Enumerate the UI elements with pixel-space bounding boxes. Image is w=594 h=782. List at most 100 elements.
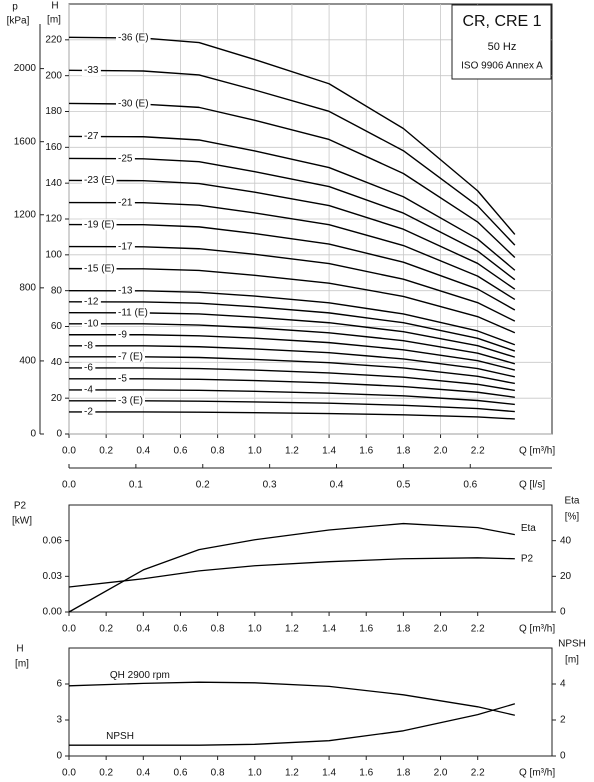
x-tick-label: 2.2 [471,768,485,779]
y-tick-label: 0.06 [43,535,63,546]
y2-tick-label: 2000 [14,63,37,74]
y2-axis-label: NPSH [558,639,586,650]
series-line [68,301,516,352]
y-axis-unit: [m] [15,659,29,670]
series-label: -11 (E) [118,307,148,318]
x2-axis-label: Q [l/s] [519,480,545,491]
x-tick-label: 1.0 [248,446,262,457]
x-tick-label: 1.4 [322,768,336,779]
x-tick-label: 0.0 [62,624,76,635]
y2-tick-label: 4 [560,679,566,690]
x2-tick-label: 0.1 [129,480,143,491]
series-label: -33 [84,65,99,76]
y-axis-unit: [kW] [12,516,32,527]
x-tick-label: 1.6 [359,446,373,457]
x-tick-label: 2.2 [471,624,485,635]
y-axis-label: H [16,644,23,655]
series-label: -23 (E) [84,175,115,186]
series-line [69,323,516,365]
label-background [116,98,151,110]
series-line [68,223,516,311]
y-tick-label: 220 [45,34,62,45]
y2-tick-label: 1200 [14,209,37,220]
series-label: -3 (E) [118,395,143,406]
series-line [68,135,516,271]
label-background [82,296,101,308]
series-label: -25 [118,153,133,164]
series-line [69,334,516,371]
label-background [116,241,135,253]
label-background [82,175,117,187]
y2-tick-label: 40 [560,535,572,546]
series-label: -9 [118,329,127,340]
y-tick-label: 6 [56,679,62,690]
series-label-group: -9 [116,329,130,341]
y-tick-label: 60 [51,321,63,332]
series-label: -15 (E) [84,263,115,274]
x-tick-label: 2.0 [434,446,448,457]
series-label: Eta [521,523,536,534]
plot-area [68,504,553,613]
series-label: -8 [84,340,93,351]
series-line [69,356,515,385]
x-tick-label: 1.4 [322,446,336,457]
y-tick-label: 160 [45,142,62,153]
series-label-group: -10 [82,318,101,330]
y-tick-label: 20 [51,393,63,404]
x-tick-label: 1.2 [285,768,299,779]
series-label-group: -23 (E) [82,175,117,187]
y2-axis-label: p [12,2,18,13]
series-line [69,400,515,413]
series-label-group: -12 [82,296,101,308]
x2-tick-label: 0.0 [62,480,76,491]
label-background [82,65,101,77]
series-label: -36 (E) [118,33,149,44]
series-line [68,267,516,334]
series-label-group: -6 [82,362,96,374]
x-axis-label: Q [m³/h] [519,624,555,635]
series-label-group: -27 [82,131,101,143]
series-label-group: -7 (E) [116,351,145,363]
y-tick-label: 40 [51,357,63,368]
label-background [116,307,150,319]
series-label-group: -19 (E) [82,219,117,231]
x-tick-label: 1.8 [396,624,410,635]
x-tick-label: 0.4 [136,446,150,457]
series-line [69,411,515,420]
x-tick-label: 0.0 [62,768,76,779]
series-line [68,312,516,358]
x-tick-label: 0.6 [174,446,188,457]
label-background [82,362,96,374]
series-line [68,102,516,259]
label-background [116,351,145,363]
series-line [69,703,516,746]
chart-title: CR, CRE 1 [462,13,541,30]
series-label: -5 [118,373,127,384]
x-tick-label: 2.2 [471,446,485,457]
label-background [82,340,96,352]
y-tick-label: 120 [45,214,62,225]
x-tick-label: 1.8 [396,768,410,779]
label-background [116,329,130,341]
series-label: -21 [118,197,133,208]
x2-tick-label: 0.2 [196,480,210,491]
label-background [82,131,101,143]
x-tick-label: 2.0 [434,768,448,779]
series-line [69,367,515,392]
label-background [82,219,117,231]
label-background [82,384,96,396]
label-background [82,263,117,275]
x-tick-label: 0.4 [136,768,150,779]
y-tick-label: 0.03 [43,571,63,582]
x-tick-label: 0.2 [99,446,113,457]
y-tick-label: 80 [51,285,63,296]
y2-tick-label: 800 [19,282,36,293]
y-tick-label: 140 [45,178,62,189]
series-label-group: NPSH [106,731,134,742]
series-label: QH 2900 rpm [110,670,170,681]
x-axis-label: Q [m³/h] [519,446,555,457]
y-axis-unit: [m] [47,15,61,26]
y2-axis-label: Eta [564,496,579,507]
x2-tick-label: 0.6 [463,480,477,491]
